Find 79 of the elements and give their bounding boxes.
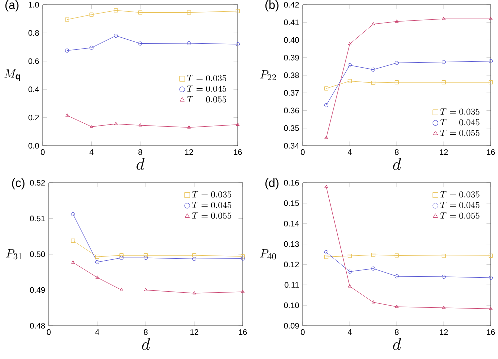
point: [442, 17, 446, 20]
point: [488, 80, 494, 85]
legend-label: $T=0.035$: [440, 192, 480, 198]
point: [114, 34, 118, 38]
point: [348, 284, 352, 288]
chart-title: (d): [266, 178, 279, 190]
point: [442, 254, 446, 258]
point: [371, 253, 376, 258]
point: [372, 22, 376, 26]
legend-label: $T=0.055$: [187, 96, 226, 103]
point: [187, 10, 192, 15]
point: [488, 254, 494, 258]
x-axis-title: $d$: [142, 338, 150, 350]
point: [371, 266, 376, 271]
point: [144, 254, 148, 258]
point: [120, 254, 124, 258]
point: [348, 270, 352, 274]
legend-label: $T=0.035$: [187, 75, 226, 82]
point: [371, 68, 376, 72]
point: [90, 46, 94, 50]
point: [144, 256, 148, 260]
x-axis-title: $d$: [393, 338, 402, 350]
point: [442, 274, 446, 280]
y-axis-title: $P_{22}$: [260, 70, 276, 80]
legend-label: $T=0.035$: [440, 108, 480, 116]
point: [394, 254, 400, 258]
point: [90, 12, 94, 17]
point: [144, 288, 148, 292]
point: [96, 276, 100, 279]
point: [394, 61, 400, 66]
point: [138, 10, 143, 15]
point: [95, 260, 100, 264]
point: [65, 18, 70, 22]
x-axis-title: $d$: [393, 158, 402, 170]
chart-title: (b): [266, 0, 279, 12]
point: [90, 124, 94, 128]
legend-label: $T=0.045$: [440, 202, 480, 208]
point: [187, 126, 192, 129]
point: [114, 8, 118, 13]
point: [138, 124, 142, 127]
point: [324, 255, 329, 260]
point: [192, 254, 197, 258]
point: [120, 288, 124, 292]
point: [395, 304, 399, 308]
point: [192, 257, 197, 262]
point: [120, 256, 124, 260]
legend-label: $T=0.045$: [440, 119, 480, 126]
point: [442, 306, 446, 310]
point: [394, 274, 400, 279]
point: [442, 60, 446, 64]
point: [236, 9, 240, 14]
legend-label: $T=0.045$: [187, 86, 226, 92]
point: [187, 41, 192, 46]
point: [138, 42, 143, 46]
legend-label: $T=0.045$: [192, 202, 232, 208]
chart-title: (a): [6, 0, 19, 12]
y-axis-title: $P_{31}$: [6, 250, 22, 260]
legend-label: $T=0.055$: [192, 212, 232, 220]
y-axis-title: $M_{\mathbf{q}}$: [4, 70, 20, 82]
legend-label: $T=0.055$: [440, 130, 480, 136]
chart-title: (c): [12, 178, 25, 190]
point: [192, 291, 196, 295]
point: [394, 80, 400, 85]
point: [442, 80, 446, 85]
point: [395, 20, 399, 23]
point: [324, 86, 329, 91]
legend-label: $T=0.055$: [440, 212, 480, 220]
point: [348, 63, 352, 68]
legend-label: $T=0.035$: [192, 192, 232, 198]
point: [95, 254, 100, 260]
point: [371, 81, 376, 86]
point: [348, 254, 352, 258]
point: [372, 300, 376, 304]
point: [348, 79, 352, 84]
point: [71, 238, 76, 243]
point: [114, 122, 118, 126]
point: [348, 42, 352, 46]
x-axis-title: $d$: [136, 158, 145, 170]
y-axis-title: $P_{40}$: [260, 250, 276, 260]
